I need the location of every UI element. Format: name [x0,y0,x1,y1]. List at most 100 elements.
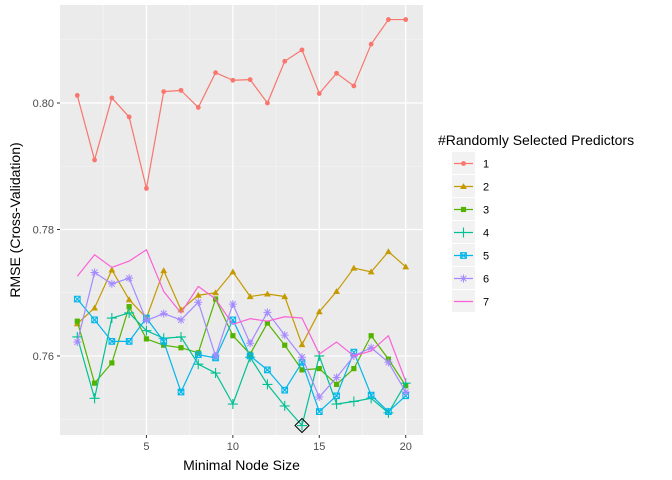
legend-label: 6 [483,274,489,286]
data-point-5 [281,386,289,394]
data-point-6 [246,339,255,348]
data-point-4 [331,399,342,410]
legend-key-marker [460,252,467,259]
data-point-6 [384,358,393,367]
data-point-3 [264,320,271,326]
data-point-6 [367,343,376,352]
series-line-3 [76,298,407,387]
legend-label: 1 [483,159,489,171]
data-point-3 [351,366,357,372]
data-point-3 [126,304,132,310]
data-point-4 [279,400,290,411]
data-point-6 [298,353,306,362]
data-point-1 [265,100,270,106]
data-point-3 [91,380,98,386]
data-point-5 [246,352,254,360]
legend: 1 2 3 4 5 6 7 [452,152,489,312]
data-point-1 [109,95,115,101]
data-point-6 [263,308,272,317]
data-point-4 [193,359,204,370]
data-point-1 [126,114,132,120]
series-1 [74,17,409,191]
data-point-6 [280,331,289,340]
legend-label: 5 [483,251,489,263]
data-point-5 [108,338,116,345]
data-point-1 [299,47,305,53]
data-point-1 [282,58,288,64]
series-line-2 [76,251,407,346]
data-point-5 [333,392,340,400]
x-axis-ticks: 5 10 15 20 [143,435,412,453]
data-point-5 [73,295,81,303]
data-point-1 [74,93,80,98]
legend-label: 3 [483,205,489,217]
data-point-1 [144,185,149,191]
y-tick-label: 0.80 [33,98,54,110]
series-line-1 [76,18,406,189]
data-point-2 [385,248,392,255]
y-axis-ticks: 0.76 0.78 0.80 [33,98,60,363]
legend-item-3: 3 [452,198,489,220]
data-point-2 [333,288,340,295]
legend-item-4: 4 [452,221,489,243]
data-point-2 [264,290,271,297]
legend-key-marker [460,206,467,213]
data-point-4 [348,396,359,407]
data-point-3 [109,360,115,366]
legend-key-marker [458,227,469,238]
data-point-6 [73,338,82,347]
data-point-4 [106,313,117,324]
data-point-1 [316,91,322,96]
x-tick-label: 10 [227,441,239,453]
grid-minor [60,5,423,435]
data-point-2 [91,304,98,311]
series-6 [73,268,410,402]
data-point-6 [332,373,341,382]
annotation-layer [294,417,310,434]
data-point-1 [213,70,218,76]
data-point-3 [161,342,167,348]
y-axis-title: RMSE (Cross-Validation) [7,142,23,297]
data-point-1 [247,77,253,83]
legend-item-2: 2 [452,175,489,197]
legend-item-1: 1 [452,152,489,174]
data-point-3 [143,336,150,342]
data-point-2 [367,268,375,275]
data-point-2 [402,263,410,270]
data-point-3 [368,333,374,339]
data-point-2 [212,289,219,296]
data-point-2 [315,308,323,315]
data-point-1 [92,157,97,163]
data-point-6 [177,315,185,324]
data-point-5 [385,408,392,415]
data-point-6 [228,300,237,309]
data-point-6 [401,388,410,396]
data-point-1 [334,70,339,76]
data-point-5 [125,338,133,345]
legend-item-5: 5 [452,244,489,266]
data-point-6 [142,316,151,325]
data-point-2 [194,291,202,298]
x-tick-label: 15 [313,441,325,453]
data-point-4 [314,350,325,361]
series-layer [72,17,411,431]
data-point-1 [368,41,374,47]
data-point-6 [315,393,324,402]
x-tick-label: 5 [143,441,149,453]
data-point-6 [107,279,116,288]
data-point-1 [161,89,167,95]
data-point-5 [264,366,271,374]
data-point-2 [160,267,168,274]
data-point-2 [229,268,237,275]
data-point-6 [90,268,99,277]
data-point-1 [351,83,357,89]
data-point-2 [125,296,133,303]
data-point-5 [91,316,98,324]
data-point-6 [194,298,203,307]
data-point-1 [403,17,409,22]
data-point-3 [282,342,288,348]
data-point-4 [176,331,186,342]
data-point-1 [386,17,391,22]
data-point-3 [299,367,305,373]
